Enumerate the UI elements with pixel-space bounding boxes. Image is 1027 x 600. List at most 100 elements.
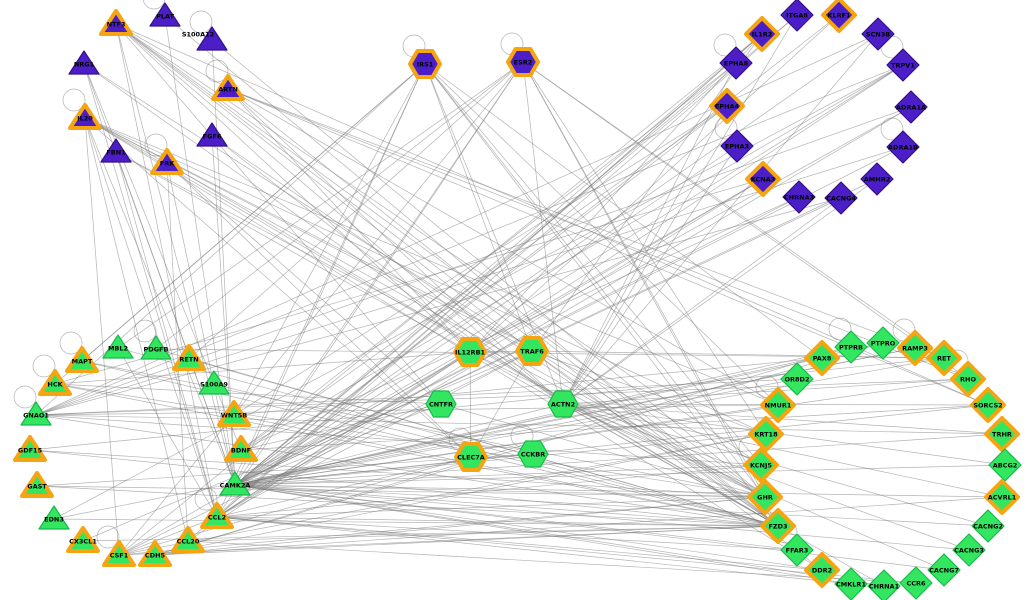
node-ACTN2[interactable]: ACTN2 — [547, 390, 579, 418]
triangle-node-shape[interactable] — [13, 435, 47, 462]
diamond-node-shape[interactable] — [926, 340, 962, 376]
node-WNT5B[interactable]: WNT5B — [217, 400, 251, 427]
diamond-node-shape[interactable] — [927, 553, 961, 587]
node-CACNG2[interactable]: CACNG2 — [971, 509, 1005, 543]
node-NRG1[interactable]: NRG1 — [68, 50, 100, 75]
node-CCL2[interactable]: CCL2 — [200, 502, 234, 529]
diamond-node-shape[interactable] — [780, 533, 814, 567]
node-NMUR1[interactable]: NMUR1 — [760, 387, 796, 423]
node-BDNF[interactable]: BDNF — [224, 435, 258, 462]
diamond-node-shape[interactable] — [897, 330, 933, 366]
node-PAX8[interactable]: PAX8 — [804, 340, 840, 376]
node-RHO[interactable]: RHO — [950, 361, 986, 397]
node-GDF15[interactable]: GDF15 — [13, 435, 47, 462]
diamond-node-shape[interactable] — [747, 479, 783, 515]
node-PTPRB[interactable]: PTPRB — [834, 330, 868, 364]
diamond-node-shape[interactable] — [952, 533, 986, 567]
hexagon-node-shape[interactable] — [517, 440, 549, 468]
node-FBN1[interactable]: FBN1 — [100, 138, 132, 163]
node-IL12RB1[interactable]: IL12RB1 — [453, 337, 487, 367]
diamond-node-shape[interactable] — [834, 567, 868, 600]
diamond-node-shape[interactable] — [780, 362, 814, 396]
node-PDGFB[interactable]: PDGFB — [140, 335, 172, 360]
node-CX3CL1[interactable]: CX3CL1 — [66, 526, 100, 553]
triangle-node-shape[interactable] — [171, 526, 205, 553]
node-ABCG2[interactable]: ABCG2 — [988, 448, 1022, 482]
node-ADRA1A[interactable]: ADRA1A — [894, 90, 928, 124]
node-AMHR2[interactable]: AMHR2 — [860, 162, 894, 196]
node-GAST[interactable]: GAST — [20, 471, 54, 498]
node-MBL2[interactable]: MBL2 — [102, 334, 134, 359]
node-KRT18[interactable]: KRT18 — [748, 416, 784, 452]
node-FFAR3[interactable]: FFAR3 — [780, 533, 814, 567]
hexagon-node-shape[interactable] — [547, 390, 579, 418]
diamond-node-shape[interactable] — [867, 569, 901, 600]
node-TRPV1[interactable]: TRPV1 — [886, 48, 920, 82]
node-SORCS2[interactable]: SORCS2 — [970, 387, 1006, 423]
triangle-node-shape[interactable] — [20, 471, 54, 498]
triangle-node-shape[interactable] — [65, 346, 99, 373]
diamond-node-shape[interactable] — [861, 17, 895, 51]
node-CAMK2A[interactable]: CAMK2A — [219, 471, 251, 496]
node-PTPRO[interactable]: PTPRO — [866, 326, 900, 360]
triangle-node-shape[interactable] — [99, 9, 133, 36]
triangle-node-shape[interactable] — [149, 2, 181, 27]
node-KCNA3[interactable]: KCNA3 — [745, 161, 781, 197]
diamond-node-shape[interactable] — [743, 447, 779, 483]
node-ITGA8[interactable]: ITGA8 — [780, 0, 814, 32]
triangle-node-shape[interactable] — [20, 401, 52, 426]
hexagon-node-shape[interactable] — [408, 49, 442, 79]
diamond-node-shape[interactable] — [804, 340, 840, 376]
node-CACNG4[interactable]: CACNG4 — [824, 181, 858, 215]
hexagon-node-shape[interactable] — [425, 390, 457, 418]
diamond-node-shape[interactable] — [834, 330, 868, 364]
node-EPHA4[interactable]: EPHA4 — [709, 88, 745, 124]
node-CHRNA3[interactable]: CHRNA3 — [782, 180, 816, 214]
triangle-node-shape[interactable] — [102, 334, 134, 359]
node-CNTFR[interactable]: CNTFR — [425, 390, 457, 418]
node-SCN3B[interactable]: SCN3B — [861, 17, 895, 51]
node-S100A12[interactable]: S100A12 — [182, 26, 228, 51]
node-CCR6[interactable]: CCR6 — [899, 566, 933, 600]
diamond-node-shape[interactable] — [821, 0, 857, 33]
node-IRS1[interactable]: IRS1 — [408, 49, 442, 79]
hexagon-node-shape[interactable] — [453, 337, 487, 367]
diamond-node-shape[interactable] — [782, 180, 816, 214]
triangle-node-shape[interactable] — [196, 26, 228, 51]
diamond-node-shape[interactable] — [899, 566, 933, 600]
diamond-node-shape[interactable] — [824, 181, 858, 215]
diamond-node-shape[interactable] — [950, 361, 986, 397]
diamond-node-shape[interactable] — [971, 509, 1005, 543]
triangle-node-shape[interactable] — [224, 435, 258, 462]
node-EPHA3[interactable]: EPHA3 — [720, 129, 754, 163]
node-CDH5[interactable]: CDH5 — [138, 540, 172, 567]
node-CSF1[interactable]: CSF1 — [102, 540, 136, 567]
triangle-node-shape[interactable] — [68, 103, 102, 130]
triangle-node-shape[interactable] — [196, 122, 228, 147]
hexagon-node-shape[interactable] — [506, 47, 540, 77]
node-EPHA8[interactable]: EPHA8 — [719, 46, 753, 80]
node-FRK[interactable]: FRK — [150, 148, 184, 175]
diamond-node-shape[interactable] — [744, 16, 780, 52]
triangle-node-shape[interactable] — [68, 50, 100, 75]
node-CCKBR[interactable]: CCKBR — [517, 440, 549, 468]
node-HCK[interactable]: HCK — [38, 369, 72, 396]
node-RET[interactable]: RET — [926, 340, 962, 376]
diamond-node-shape[interactable] — [760, 387, 796, 423]
triangle-node-shape[interactable] — [217, 400, 251, 427]
diamond-node-shape[interactable] — [780, 0, 814, 32]
diamond-node-shape[interactable] — [984, 416, 1020, 452]
node-FZD3[interactable]: FZD3 — [760, 508, 796, 544]
node-CHRNA1[interactable]: CHRNA1 — [867, 569, 901, 600]
triangle-node-shape[interactable] — [102, 540, 136, 567]
triangle-node-shape[interactable] — [172, 344, 206, 371]
diamond-node-shape[interactable] — [894, 90, 928, 124]
diamond-node-shape[interactable] — [804, 552, 840, 588]
node-CLEC7A[interactable]: CLEC7A — [454, 442, 488, 472]
node-IL1R2[interactable]: IL1R2 — [744, 16, 780, 52]
hexagon-node-shape[interactable] — [515, 336, 549, 366]
node-S100A9[interactable]: S100A9 — [198, 370, 230, 395]
node-CCL20[interactable]: CCL20 — [171, 526, 205, 553]
node-PLAT[interactable]: PLAT — [149, 2, 181, 27]
node-ESR2[interactable]: ESR2 — [506, 47, 540, 77]
